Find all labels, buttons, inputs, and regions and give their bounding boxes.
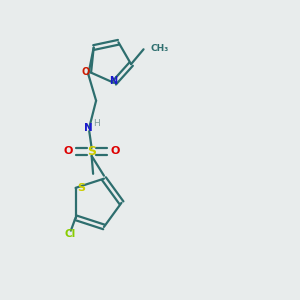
Text: S: S (77, 183, 85, 193)
Text: O: O (64, 146, 73, 156)
Text: CH₃: CH₃ (150, 44, 168, 53)
Text: N: N (109, 76, 117, 85)
Text: Cl: Cl (64, 229, 75, 239)
Text: H: H (93, 119, 100, 128)
Text: S: S (87, 145, 96, 158)
Text: O: O (82, 67, 90, 77)
Text: O: O (110, 146, 120, 156)
Text: N: N (84, 123, 93, 133)
